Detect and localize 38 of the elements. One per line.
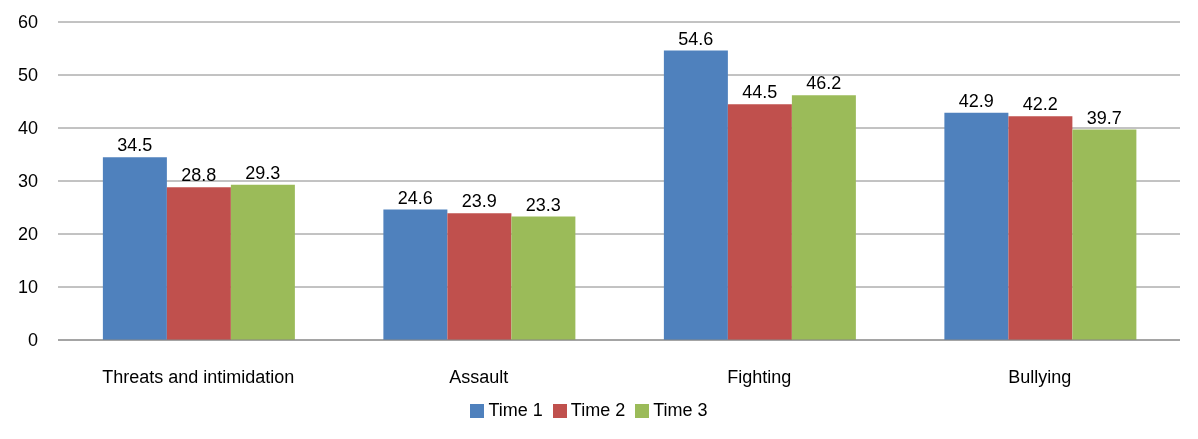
legend-label: Time 2 bbox=[570, 400, 626, 420]
y-tick-label: 0 bbox=[27, 330, 38, 351]
x-tick-label: Fighting bbox=[727, 366, 792, 387]
y-tick-label: 50 bbox=[17, 65, 38, 86]
bar bbox=[1072, 129, 1137, 340]
data-label: 54.6 bbox=[678, 28, 714, 49]
data-label: 34.5 bbox=[117, 135, 153, 156]
data-label: 23.9 bbox=[461, 191, 497, 212]
bar bbox=[166, 187, 231, 340]
data-label: 42.2 bbox=[1022, 94, 1058, 115]
x-tick-label: Bullying bbox=[1008, 366, 1072, 387]
data-label: 23.3 bbox=[525, 194, 561, 215]
bar bbox=[230, 184, 295, 340]
y-tick-label: 30 bbox=[17, 171, 38, 192]
data-label: 46.2 bbox=[806, 73, 842, 94]
bar bbox=[727, 104, 792, 340]
bar bbox=[791, 95, 856, 340]
data-label: 29.3 bbox=[245, 162, 281, 183]
data-label: 28.8 bbox=[181, 165, 217, 186]
y-tick-label: 20 bbox=[17, 224, 38, 245]
legend-label: Time 1 bbox=[488, 400, 543, 420]
bar bbox=[447, 213, 512, 340]
bar bbox=[102, 157, 167, 340]
data-label: 39.7 bbox=[1086, 107, 1122, 128]
data-label: 24.6 bbox=[397, 187, 433, 208]
legend-label: Time 3 bbox=[653, 400, 708, 420]
bar bbox=[663, 50, 728, 340]
y-tick-label: 60 bbox=[17, 12, 38, 33]
bar bbox=[511, 216, 576, 340]
data-label: 44.5 bbox=[742, 82, 778, 103]
bar bbox=[1008, 116, 1073, 340]
y-tick-label: 40 bbox=[17, 118, 38, 139]
x-tick-label: Threats and intimidation bbox=[102, 366, 295, 387]
bar bbox=[944, 112, 1009, 340]
y-tick-label: 10 bbox=[17, 277, 38, 298]
bar bbox=[383, 209, 448, 340]
x-tick-label: Assault bbox=[449, 366, 509, 387]
data-label: 42.9 bbox=[958, 90, 994, 111]
